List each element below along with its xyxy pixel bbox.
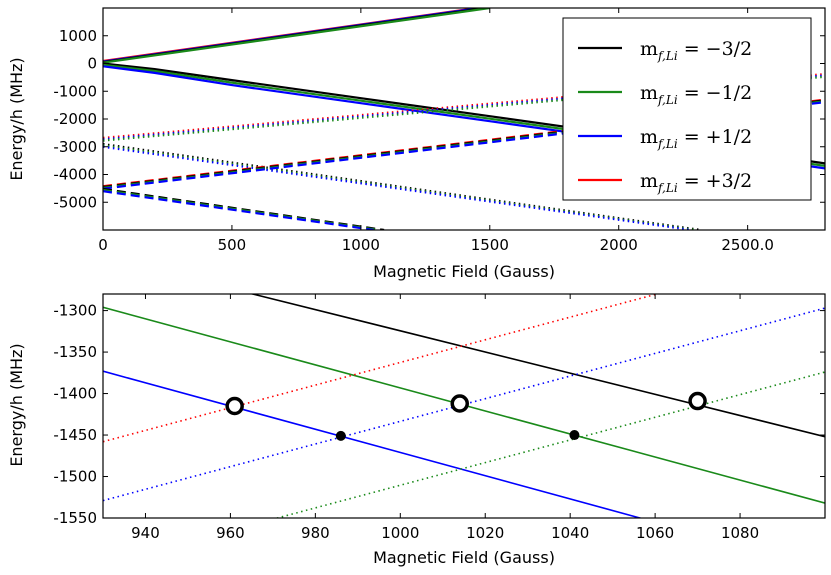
legend-label-sub-2: f,Li bbox=[657, 137, 678, 151]
top-plot-frame bbox=[102, 7, 826, 231]
top-y-axis-label: Energy/h (MHz) bbox=[7, 57, 26, 180]
y-tick-label-1-0: -1300 bbox=[53, 302, 97, 320]
x-tick-label-1-1: 960 bbox=[216, 524, 245, 542]
top-x-axis-label: Magnetic Field (Gauss) bbox=[373, 262, 555, 281]
y-tick-label-0-0: 1000 bbox=[59, 27, 97, 45]
legend-label-main-3: m bbox=[640, 170, 658, 192]
x-tick-label-1-0: 940 bbox=[131, 524, 160, 542]
legend-label-main-2: m bbox=[640, 126, 658, 148]
x-tick-label-1-6: 1060 bbox=[636, 524, 674, 542]
legend-label-sub-0: f,Li bbox=[657, 49, 678, 63]
series-line-0-8 bbox=[103, 74, 825, 141]
legend-label-value-0: = −3/2 bbox=[678, 38, 753, 60]
legend-label-3: mf,Li = +3/2 bbox=[640, 170, 752, 195]
x-tick-label-0-0: 0 bbox=[98, 236, 108, 254]
series-line-0-18 bbox=[103, 188, 380, 230]
x-tick-label-1-2: 980 bbox=[301, 524, 330, 542]
open-circle-marker-2 bbox=[688, 391, 707, 411]
legend-label-sub-3: f,Li bbox=[657, 181, 678, 195]
x-tick-label-0-3: 1500 bbox=[471, 236, 509, 254]
bottom-ticks: 940 960 980 1000 1020 1040 1060 1080 -1300 -1350 -… bbox=[53, 294, 825, 542]
legend-label-2: mf,Li = +1/2 bbox=[640, 126, 752, 151]
y-tick-label-1-2: -1400 bbox=[53, 385, 97, 403]
y-tick-label-0-3: -2000 bbox=[53, 110, 97, 128]
series-line-0-9 bbox=[103, 75, 825, 142]
x-tick-label-1-4: 1020 bbox=[466, 524, 504, 542]
legend-label-1: mf,Li = −1/2 bbox=[640, 82, 752, 107]
x-tick-label-0-1: 500 bbox=[218, 236, 247, 254]
legend-entries: mf,Li = −3/2mf,Li = −1/2mf,Li = +1/2mf,L… bbox=[578, 38, 752, 195]
y-tick-label-1-1: -1350 bbox=[53, 343, 97, 361]
series-line-0-7 bbox=[103, 72, 825, 139]
filled-dot-marker-4 bbox=[569, 430, 580, 441]
y-tick-label-0-2: -1000 bbox=[53, 82, 97, 100]
bottom-plot-frame bbox=[102, 293, 826, 519]
y-tick-label-1-3: -1450 bbox=[53, 426, 97, 444]
filled-dot-marker-3 bbox=[335, 430, 346, 441]
y-tick-label-0-4: -3000 bbox=[53, 138, 97, 156]
series-line-1-2 bbox=[103, 370, 643, 518]
bottom-x-axis-label: Magnetic Field (Gauss) bbox=[373, 548, 555, 567]
bottom-y-axis-label: Energy/h (MHz) bbox=[7, 343, 26, 466]
legend-label-value-2: = +1/2 bbox=[678, 126, 753, 148]
legend-label-value-3: = +3/2 bbox=[678, 170, 753, 192]
legend-label-main-1: m bbox=[640, 82, 658, 104]
legend: mf,Li = −3/2mf,Li = −1/2mf,Li = +1/2mf,L… bbox=[562, 17, 812, 201]
y-tick-label-1-4: -1500 bbox=[53, 468, 97, 486]
open-circle-marker-1 bbox=[450, 394, 470, 413]
x-tick-label-0-2: 1000 bbox=[342, 236, 380, 254]
x-tick-label-1-5: 1040 bbox=[551, 524, 589, 542]
bottom-markers-group bbox=[225, 391, 707, 441]
x-tick-label-0-4: 2000 bbox=[600, 236, 638, 254]
series-line-0-10 bbox=[103, 142, 702, 230]
top-panel: 0 500 1000 1500 2000 2500.0 1000 0 -1000 -2000 -30… bbox=[7, 7, 826, 281]
open-circle-marker-0 bbox=[225, 396, 244, 416]
y-tick-label-0-6: -5000 bbox=[53, 193, 97, 211]
bottom-panel: 940 960 980 1000 1020 1040 1060 1080 -1300 -1350 -… bbox=[7, 293, 826, 567]
x-tick-label-1-3: 1000 bbox=[381, 524, 419, 542]
legend-label-sub-1: f,Li bbox=[657, 93, 678, 107]
x-tick-label-1-7: 1080 bbox=[721, 524, 759, 542]
y-tick-label-0-1: 0 bbox=[87, 55, 97, 73]
legend-label-main-0: m bbox=[640, 38, 658, 60]
legend-label-0: mf,Li = −3/2 bbox=[640, 38, 752, 63]
y-tick-label-0-5: -4000 bbox=[53, 166, 97, 184]
y-tick-label-1-5: -1550 bbox=[53, 509, 97, 527]
x-tick-label-0-5: 2500.0 bbox=[721, 236, 774, 254]
series-line-0-3 bbox=[103, 8, 490, 64]
series-line-0-19 bbox=[103, 190, 374, 230]
legend-label-value-1: = −1/2 bbox=[678, 82, 753, 104]
top-ticks: 0 500 1000 1500 2000 2500.0 1000 0 -1000 -2000 -30… bbox=[53, 8, 825, 254]
